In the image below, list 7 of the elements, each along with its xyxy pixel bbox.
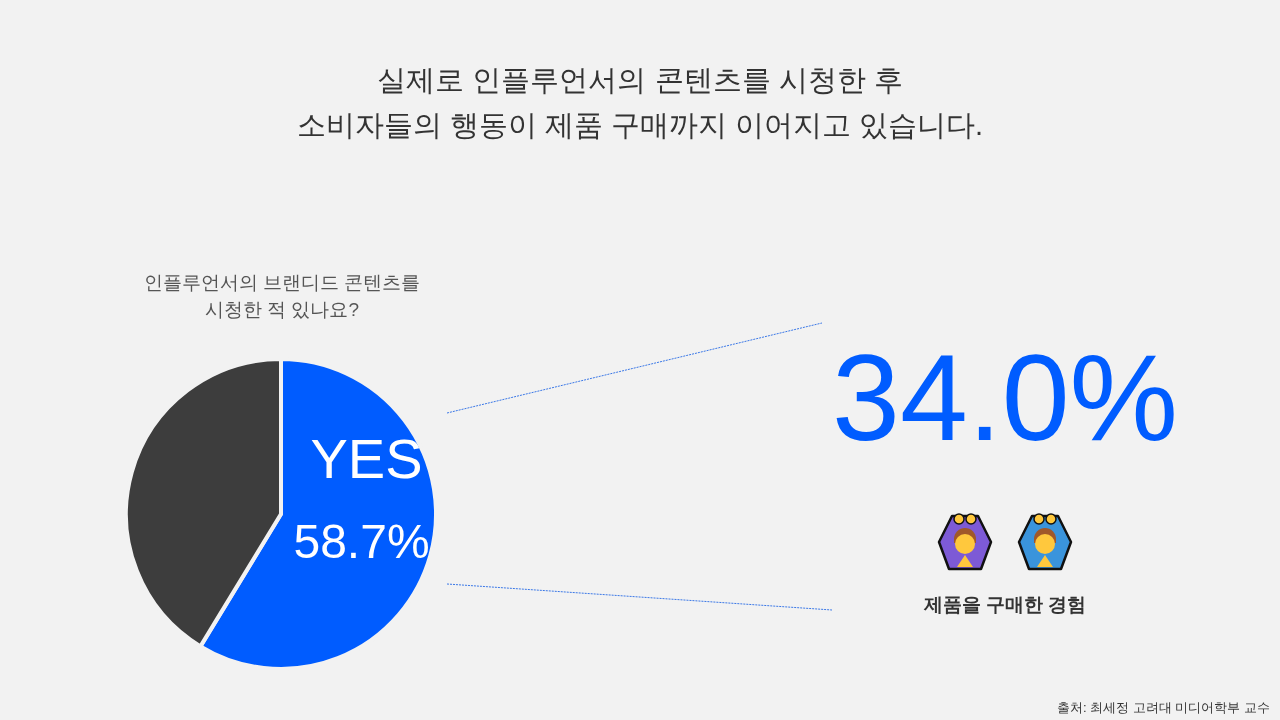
slice-label: YES: [310, 426, 423, 490]
text: 제품을 구매한 경험: [922, 593, 1088, 617]
data-label: 58.7%: [293, 514, 430, 568]
chart-subtitle: 인플루언서의 브랜디드 콘텐츠를 시청한 적 있나요?: [143, 272, 421, 320]
text: 34.0%: [831, 330, 1179, 466]
source-note: 출처: 최세정 고려대 미디어학부 교수: [1056, 700, 1270, 715]
text: 실제로 인플루언서의 콘텐츠를 시청한 후 소비자들의 행동이 제품 구매까지 이어지고 있습니다.: [296, 63, 984, 141]
